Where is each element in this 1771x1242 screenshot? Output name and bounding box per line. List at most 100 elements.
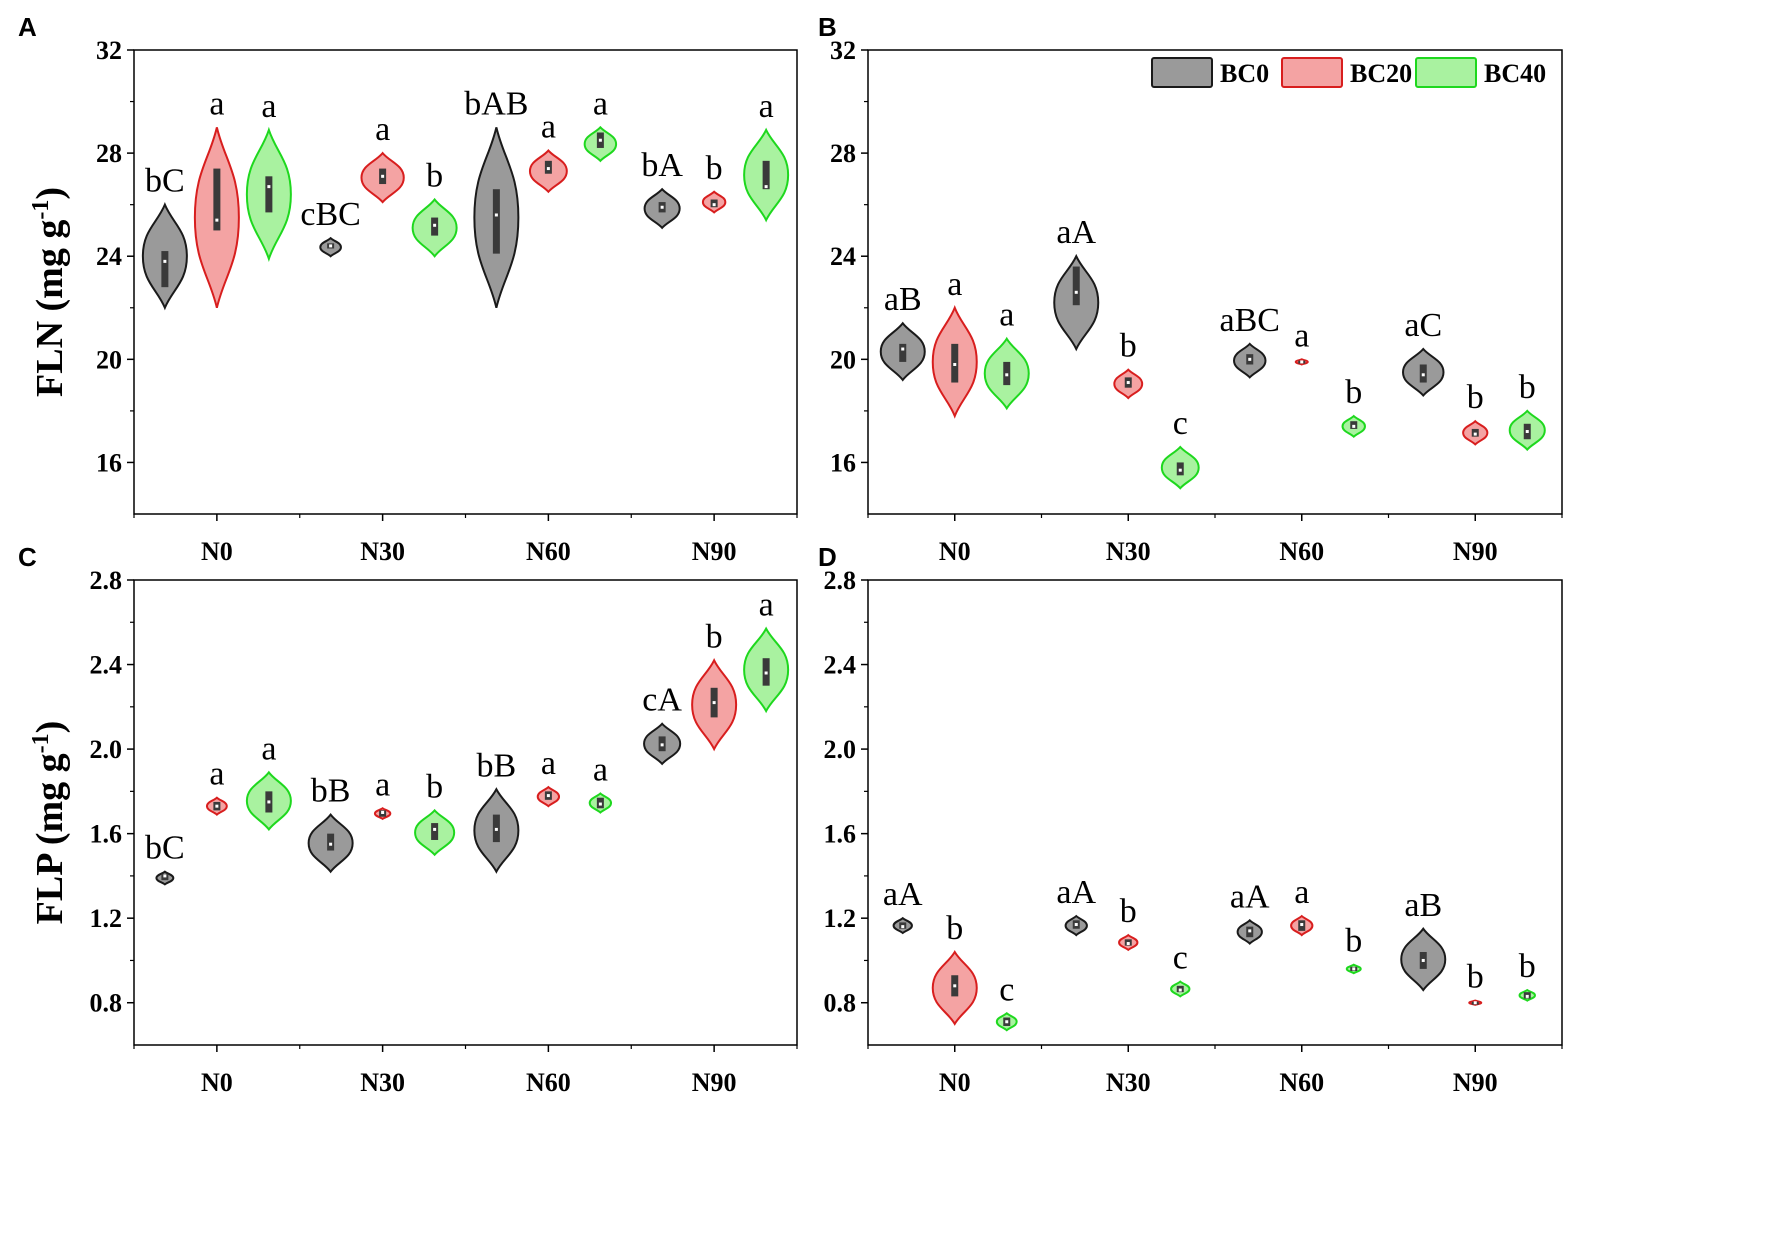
- significance-label: b: [426, 768, 443, 805]
- violin-median: [1525, 994, 1529, 998]
- y-tick-label: 24: [96, 242, 122, 271]
- violin-median: [1005, 373, 1009, 377]
- significance-label: c: [1173, 405, 1188, 442]
- y-tick-label: 24: [830, 242, 856, 271]
- y-axis-label: FLP (mg g-1): [28, 721, 71, 925]
- violin-median: [901, 347, 905, 351]
- violin-median: [433, 827, 437, 831]
- y-tick-label: 2.4: [90, 651, 123, 680]
- violin-median: [1300, 360, 1304, 364]
- y-tick-label: 0.8: [90, 989, 123, 1018]
- significance-label: b: [1467, 959, 1484, 996]
- significance-label: b: [1120, 893, 1137, 930]
- violin-median: [1126, 381, 1130, 385]
- y-tick-label: 1.6: [824, 820, 857, 849]
- y-tick-label: 0.8: [824, 989, 857, 1018]
- violin-median: [329, 842, 333, 846]
- violin-median: [1178, 468, 1182, 472]
- violin-median: [660, 205, 664, 209]
- significance-label: a: [209, 756, 224, 793]
- legend-swatch-BC20: [1281, 57, 1343, 88]
- violin-median: [598, 138, 602, 142]
- significance-label: a: [541, 109, 556, 146]
- y-tick-label: 1.2: [824, 904, 857, 933]
- significance-label: b: [426, 158, 443, 195]
- significance-label: aB: [1404, 887, 1442, 924]
- legend-label-BC20: BC20: [1350, 59, 1412, 88]
- significance-label: b: [946, 910, 963, 947]
- violin-median: [712, 203, 716, 207]
- violin-median: [1178, 988, 1182, 992]
- significance-label: cBC: [300, 196, 360, 233]
- panel-letter: C: [18, 542, 37, 572]
- significance-label: b: [1519, 948, 1536, 985]
- legend: BC0 BC20 BC40: [1151, 57, 1546, 88]
- y-tick-label: 20: [830, 345, 856, 374]
- violin-median: [1126, 942, 1130, 946]
- x-tick-label: N30: [360, 537, 405, 566]
- violin-box: [213, 168, 221, 231]
- significance-label: a: [1294, 874, 1309, 911]
- x-tick-label: N60: [1279, 1068, 1324, 1097]
- significance-label: aA: [1056, 214, 1096, 251]
- significance-label: aA: [1230, 878, 1270, 915]
- violin-box: [899, 343, 907, 362]
- violin-box: [492, 189, 500, 254]
- violin-median: [267, 185, 271, 189]
- violin-median: [546, 794, 550, 798]
- significance-label: aA: [883, 876, 923, 913]
- violin-median: [546, 167, 550, 171]
- panel-letter: B: [818, 12, 837, 42]
- significance-label: a: [541, 745, 556, 782]
- significance-label: a: [261, 730, 276, 767]
- significance-label: b: [1345, 374, 1362, 411]
- x-tick-label: N60: [526, 1068, 571, 1097]
- significance-label: aC: [1404, 307, 1442, 344]
- x-tick-label: N90: [692, 1068, 737, 1097]
- violin-median: [329, 244, 333, 248]
- significance-label: a: [1294, 317, 1309, 354]
- violin-median: [267, 800, 271, 804]
- violin-median: [215, 218, 219, 222]
- violin-median: [1300, 923, 1304, 927]
- y-tick-label: 2.8: [824, 566, 857, 595]
- violin-median: [953, 362, 957, 366]
- violin-median: [764, 185, 768, 189]
- significance-label: aA: [1056, 874, 1096, 911]
- x-tick-label: N0: [201, 1068, 233, 1097]
- significance-label: a: [375, 766, 390, 803]
- violin-median: [1352, 424, 1356, 428]
- violin-median: [598, 802, 602, 806]
- violin-box: [431, 823, 439, 840]
- x-tick-label: N0: [201, 537, 233, 566]
- significance-label: a: [593, 751, 608, 788]
- significance-label: aBC: [1220, 302, 1280, 339]
- x-tick-label: N90: [1453, 537, 1498, 566]
- significance-label: bA: [641, 147, 683, 184]
- legend-label-BC40: BC40: [1484, 59, 1546, 88]
- y-tick-label: 1.6: [90, 820, 123, 849]
- violin-median: [381, 174, 385, 178]
- y-tick-label: 2.4: [824, 651, 857, 680]
- significance-label: b: [706, 618, 723, 655]
- significance-label: a: [947, 266, 962, 303]
- violin-median: [1473, 1001, 1477, 1005]
- x-tick-label: N0: [939, 1068, 971, 1097]
- significance-label: bC: [145, 830, 185, 867]
- significance-label: b: [706, 150, 723, 187]
- x-tick-label: N60: [526, 537, 571, 566]
- significance-label: b: [1120, 328, 1137, 365]
- violin-median: [163, 259, 167, 263]
- plot-frame: [133, 579, 798, 1046]
- significance-label: b: [1467, 379, 1484, 416]
- y-tick-label: 1.2: [90, 904, 123, 933]
- significance-label: a: [209, 85, 224, 122]
- violin-median: [1248, 357, 1252, 361]
- significance-label: a: [759, 587, 774, 624]
- x-tick-label: N90: [692, 537, 737, 566]
- violin-median: [494, 827, 498, 831]
- significance-label: a: [261, 88, 276, 125]
- significance-label: bB: [477, 747, 517, 784]
- violin-box: [161, 251, 169, 288]
